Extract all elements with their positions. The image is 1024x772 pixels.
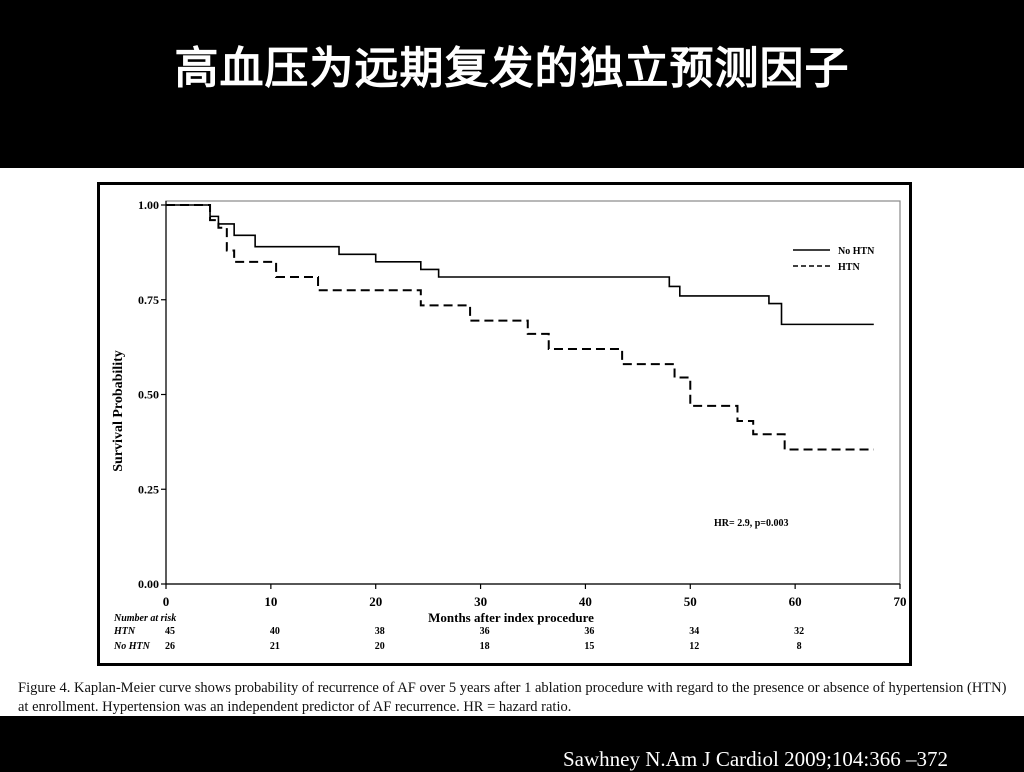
risk-row-label-no-htn: No HTN (113, 641, 151, 652)
risk-cell: 20 (375, 641, 385, 652)
x-tick-label: 10 (264, 594, 277, 609)
x-tick-label: 50 (684, 594, 697, 609)
x-axis-ticks: 0 10 20 30 40 50 60 70 (163, 584, 907, 609)
risk-table-title: Number at risk (113, 613, 176, 624)
y-axis-ticks: 0.00 0.25 0.50 0.75 1.00 (138, 198, 166, 591)
y-tick-label: 1.00 (138, 198, 159, 212)
hazard-ratio-annotation: HR= 2.9, p=0.003 (714, 518, 788, 529)
risk-cell: 12 (689, 641, 699, 652)
legend-label-no-htn: No HTN (838, 246, 875, 257)
risk-cell: 36 (584, 626, 594, 637)
risk-cell: 34 (689, 626, 699, 637)
kaplan-meier-chart: 0.00 0.25 0.50 0.75 1.00 0 10 20 30 40 50 60 70 Sur… (111, 198, 907, 652)
citation: Sawhney N.Am J Cardiol 2009;104:366 –372 (563, 747, 948, 771)
series-line-htn (166, 204, 874, 451)
risk-cell: 21 (270, 641, 280, 652)
risk-cell: 26 (165, 641, 175, 652)
plot-area-border (165, 200, 901, 585)
x-tick-label: 60 (789, 594, 802, 609)
series-layer (166, 204, 874, 451)
series-line-no-htn (166, 204, 874, 326)
figure-panel: 0.00 0.25 0.50 0.75 1.00 0 10 20 30 40 50 60 70 Sur… (0, 168, 1024, 716)
risk-cell: 15 (584, 641, 594, 652)
risk-cell: 18 (480, 641, 490, 652)
y-tick-label: 0.25 (138, 482, 159, 496)
risk-row-label-htn: HTN (113, 626, 136, 637)
y-tick-label: 0.50 (138, 388, 159, 402)
x-tick-label: 40 (579, 594, 592, 609)
legend: No HTN HTN (793, 246, 875, 273)
x-tick-label: 0 (163, 594, 170, 609)
risk-cell: 45 (165, 626, 175, 637)
figure-caption: Figure 4. Kaplan-Meier curve shows proba… (18, 680, 1007, 715)
risk-table-values: 45 40 38 36 36 34 32 26 21 20 18 15 12 8 (165, 626, 804, 652)
y-tick-label: 0.00 (138, 577, 159, 591)
risk-cell: 38 (375, 626, 385, 637)
y-axis-label: Survival Probability (111, 350, 126, 471)
y-tick-label: 0.75 (138, 293, 159, 307)
chart-frame: 0.00 0.25 0.50 0.75 1.00 0 10 20 30 40 50 60 70 Sur… (97, 182, 912, 666)
legend-label-htn: HTN (838, 262, 860, 273)
x-tick-label: 20 (369, 594, 382, 609)
slide-title: 高血压为远期复发的独立预测因子 (174, 43, 850, 94)
x-tick-label: 70 (894, 594, 907, 609)
x-axis-label: Months after index procedure (428, 610, 594, 625)
risk-cell: 40 (270, 626, 280, 637)
x-tick-label: 30 (474, 594, 487, 609)
risk-cell: 8 (797, 641, 802, 652)
risk-cell: 36 (480, 626, 490, 637)
risk-cell: 32 (794, 626, 804, 637)
